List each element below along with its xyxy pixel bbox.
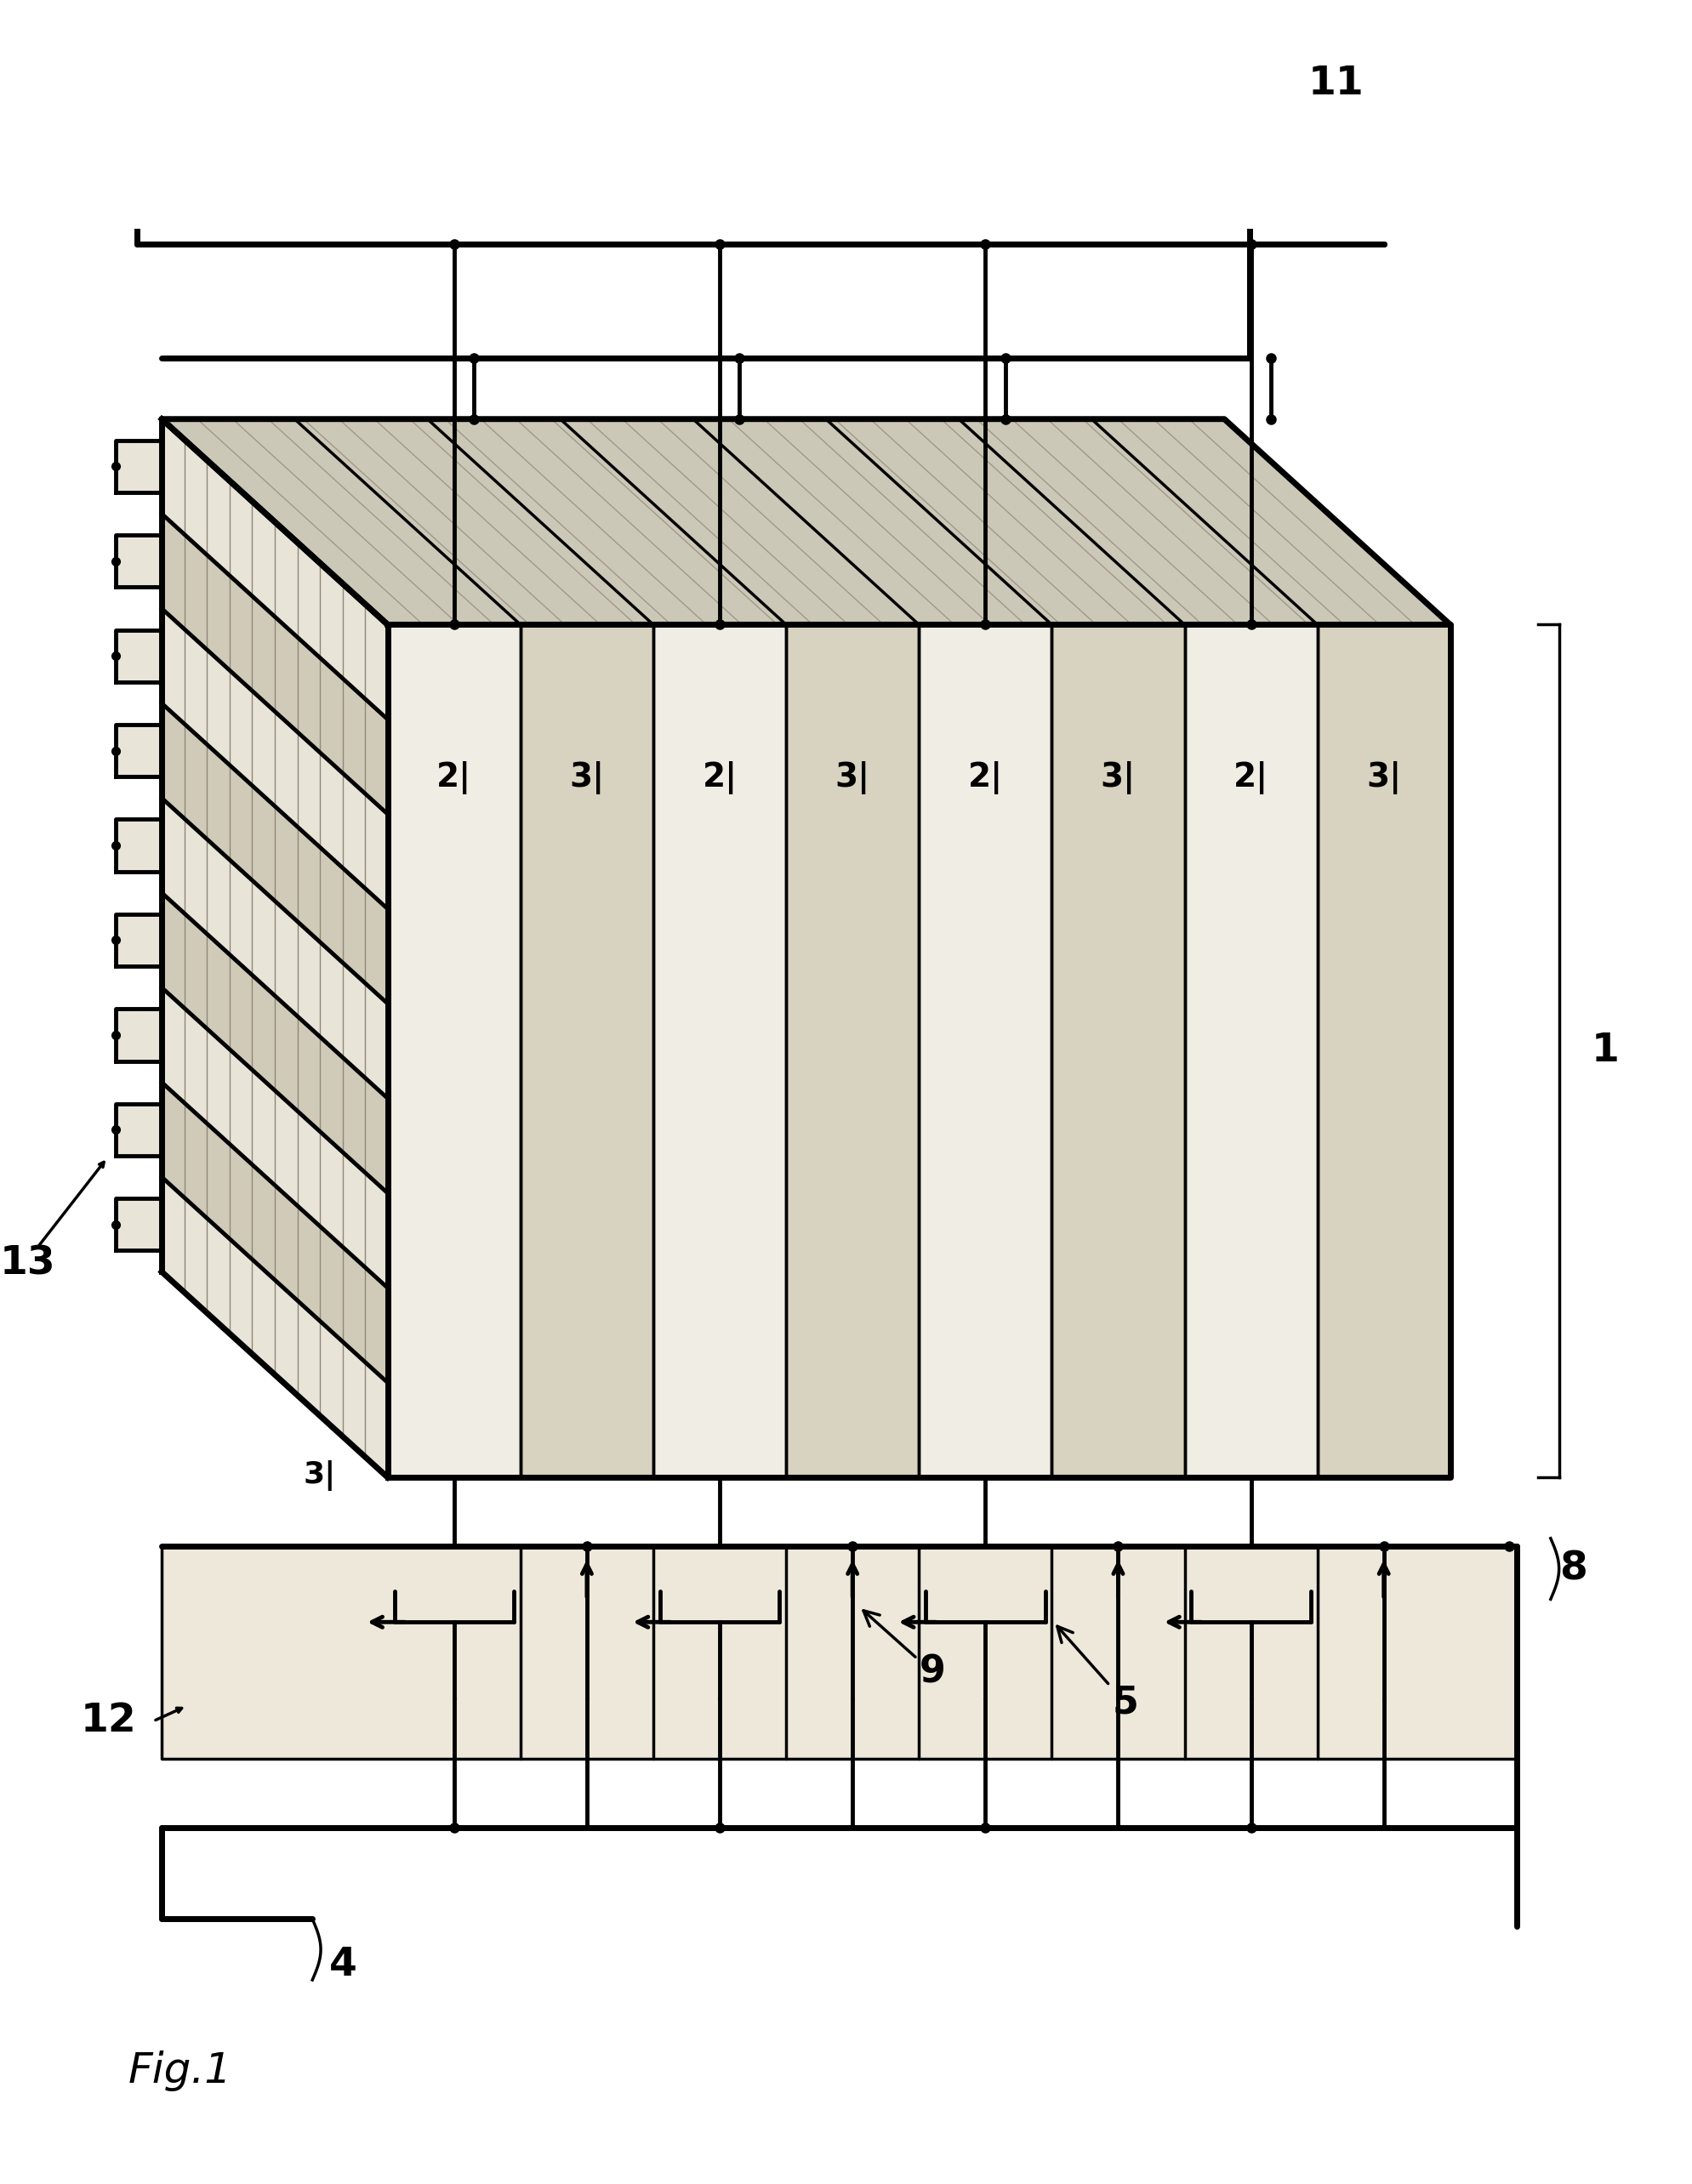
Polygon shape [162,1546,1516,1758]
Text: 3|: 3| [1100,762,1135,795]
Text: 12: 12 [81,1701,137,1741]
Polygon shape [115,915,162,965]
Polygon shape [653,625,785,1476]
Polygon shape [1051,625,1184,1476]
Polygon shape [162,419,1450,625]
Polygon shape [785,625,919,1476]
Text: 3|: 3| [1365,762,1401,795]
Polygon shape [162,419,387,719]
Polygon shape [115,725,162,778]
Text: 11: 11 [1308,66,1364,103]
Text: 1: 1 [1590,1031,1618,1070]
Polygon shape [1184,625,1316,1476]
Text: 14: 14 [195,0,250,4]
Polygon shape [162,893,387,1192]
Polygon shape [919,625,1051,1476]
Polygon shape [162,1083,387,1382]
Polygon shape [115,535,162,587]
Text: 2|: 2| [1233,762,1267,795]
Polygon shape [162,987,387,1289]
Text: 2|: 2| [702,762,738,795]
Polygon shape [115,629,162,681]
Text: Fig.1: Fig.1 [129,2051,232,2092]
Polygon shape [115,1009,162,1061]
Text: 2|: 2| [968,762,1002,795]
Polygon shape [115,1103,162,1155]
Polygon shape [519,625,653,1476]
Text: 3|: 3| [834,762,870,795]
Text: 4: 4 [328,1946,357,1983]
Polygon shape [387,625,519,1476]
Polygon shape [162,797,387,1099]
Polygon shape [115,1199,162,1251]
Polygon shape [162,513,387,815]
Polygon shape [115,819,162,871]
Polygon shape [162,609,387,909]
Text: 2|: 2| [437,762,472,795]
Text: 8: 8 [1558,1551,1585,1588]
Text: 3|: 3| [303,1461,337,1492]
Polygon shape [162,1177,387,1476]
Polygon shape [162,703,387,1005]
Text: 3|: 3| [569,762,604,795]
Text: 9: 9 [863,1610,946,1690]
Polygon shape [115,441,162,491]
Text: 13: 13 [0,1245,56,1284]
Text: 5: 5 [1058,1627,1137,1721]
Polygon shape [1316,625,1450,1476]
